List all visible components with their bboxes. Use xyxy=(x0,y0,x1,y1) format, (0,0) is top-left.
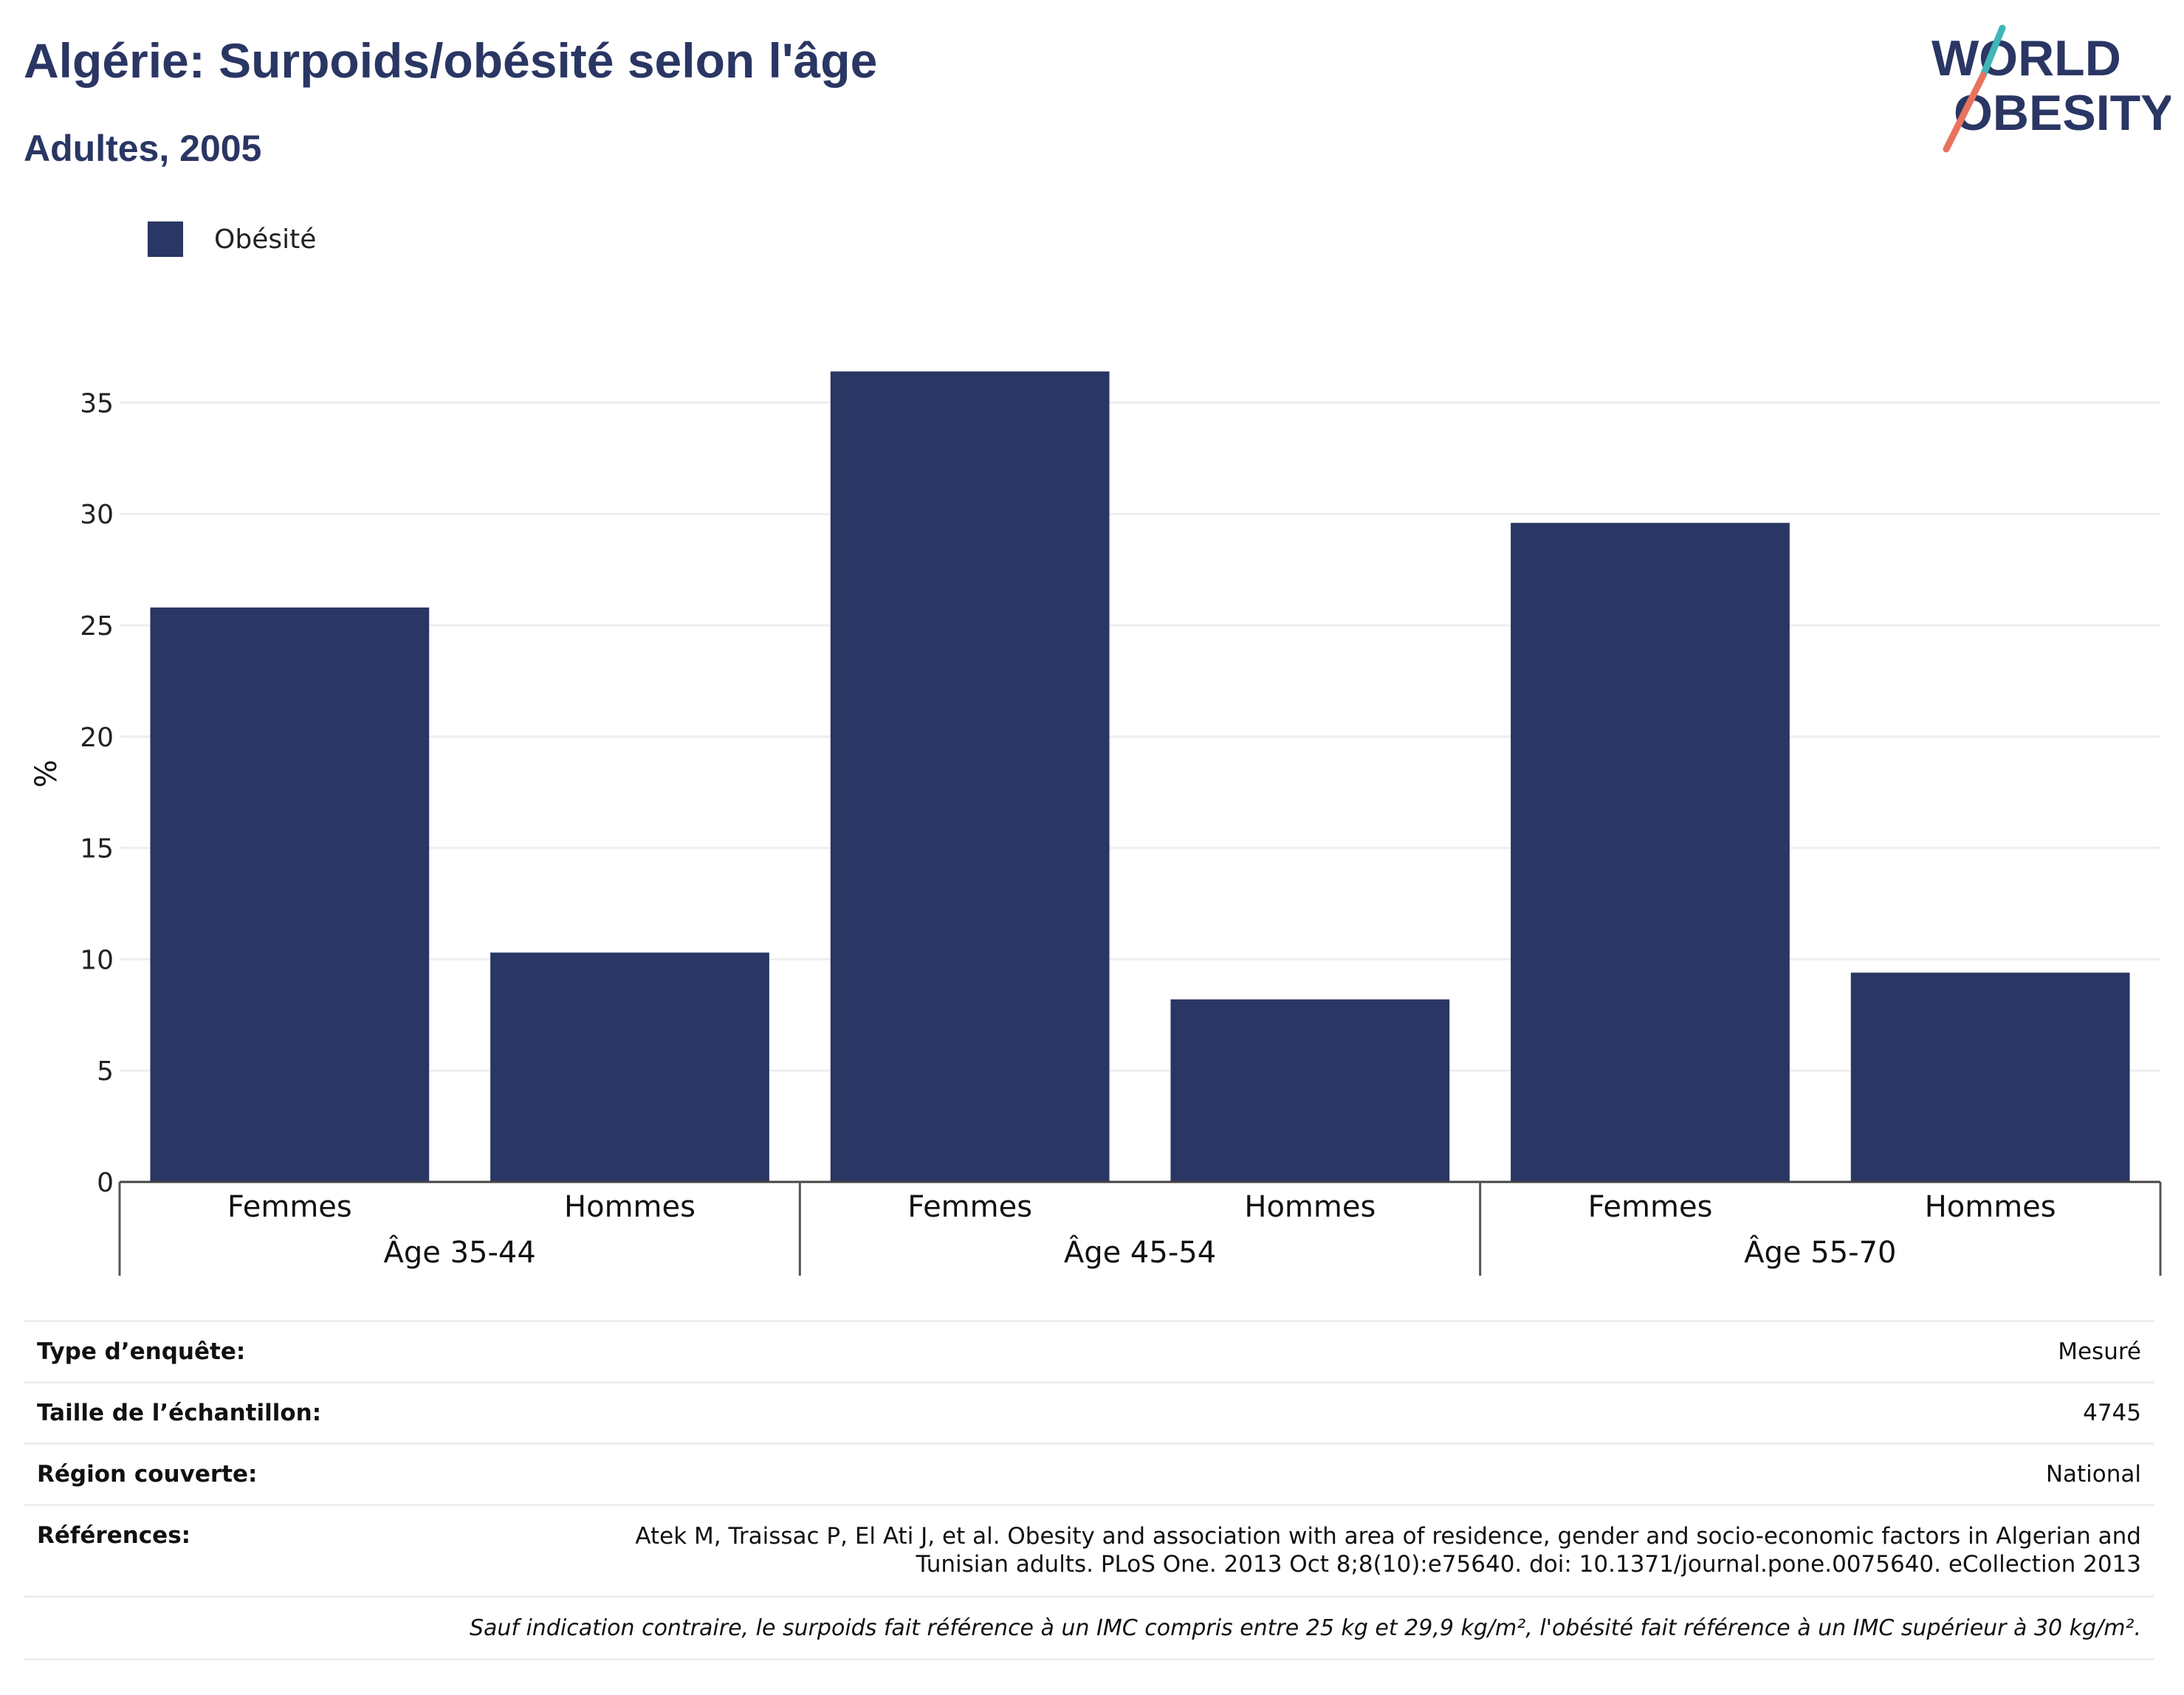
logo-word-world: WORLD xyxy=(1931,30,2121,86)
x-category-label: Femmes xyxy=(907,1190,1032,1224)
bar-4 xyxy=(1511,523,1790,1182)
legend-swatch-obesite xyxy=(148,221,183,257)
y-tick-label: 35 xyxy=(80,388,114,419)
region-label: Région couverte: xyxy=(37,1461,258,1488)
logo-slash-teal xyxy=(1979,24,2006,79)
sample-size-label: Taille de l’échantillon: xyxy=(37,1400,322,1426)
world-obesity-logo: WORLD OBESITY xyxy=(1931,24,2171,153)
bar-1 xyxy=(490,952,769,1182)
meta-row-references: Références: Atek M, Traissac P, El Ati J… xyxy=(24,1504,2154,1595)
bar-0 xyxy=(150,607,430,1182)
x-category-label: Hommes xyxy=(1244,1190,1376,1224)
references-value: Atek M, Traissac P, El Ati J, et al. Obe… xyxy=(635,1522,2141,1578)
meta-row-region: Région couverte: National xyxy=(24,1443,2154,1504)
references-line-1: Atek M, Traissac P, El Ati J, et al. Obe… xyxy=(635,1523,2141,1550)
y-tick-label: 25 xyxy=(80,611,114,642)
legend-label-obesite: Obésité xyxy=(214,224,317,255)
logo-word-obesity: OBESITY xyxy=(1954,85,2171,141)
chart-legend: Obésité xyxy=(148,221,316,257)
meta-row-survey-type: Type d’enquête: Mesuré xyxy=(24,1320,2154,1381)
x-category-label: Hommes xyxy=(564,1190,696,1224)
y-tick-label: 30 xyxy=(80,500,114,530)
bar-2 xyxy=(830,371,1110,1182)
sample-size-value: 4745 xyxy=(2083,1400,2141,1426)
meta-row-sample-size: Taille de l’échantillon: 4745 xyxy=(24,1381,2154,1443)
bar-3 xyxy=(1170,999,1450,1182)
references-label: Références: xyxy=(37,1522,191,1549)
y-tick-label: 20 xyxy=(80,723,114,753)
y-tick-label: 10 xyxy=(80,945,114,975)
y-tick-label: 0 xyxy=(97,1168,114,1198)
y-axis-label: % xyxy=(30,760,63,788)
x-group-label: Âge 55-70 xyxy=(1744,1234,1896,1270)
definition-note: Sauf indication contraire, le surpoids f… xyxy=(24,1595,2154,1660)
page-title: Algérie: Surpoids/obésité selon l'âge xyxy=(24,33,878,88)
y-tick-label: 15 xyxy=(80,834,114,864)
survey-type-value: Mesuré xyxy=(2058,1338,2141,1365)
references-line-2: Tunisian adults. PLoS One. 2013 Oct 8;8(… xyxy=(916,1551,2141,1578)
x-category-label: Femmes xyxy=(227,1190,352,1224)
bar-chart: % 0 5 10 15 20 25 30 35 Femmes Hommes Femmes Hommes… xyxy=(30,371,2162,1276)
region-value: National xyxy=(2045,1461,2141,1488)
survey-type-label: Type d’enquête: xyxy=(37,1338,246,1365)
x-category-label: Hommes xyxy=(1925,1190,2056,1224)
logo-slash-coral xyxy=(1943,72,1987,153)
x-category-label: Femmes xyxy=(1588,1190,1713,1224)
bar-5 xyxy=(1850,972,2130,1182)
page-subtitle: Adultes, 2005 xyxy=(24,128,262,169)
x-group-label: Âge 35-44 xyxy=(384,1234,536,1270)
survey-metadata-table: Type d’enquête: Mesuré Taille de l’échan… xyxy=(24,1320,2154,1660)
y-tick-label: 5 xyxy=(97,1056,114,1087)
x-group-label: Âge 45-54 xyxy=(1064,1234,1216,1270)
